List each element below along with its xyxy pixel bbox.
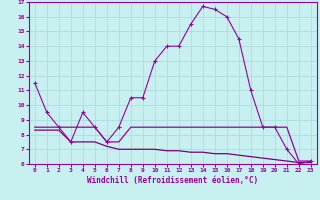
X-axis label: Windchill (Refroidissement éolien,°C): Windchill (Refroidissement éolien,°C) xyxy=(87,176,258,185)
